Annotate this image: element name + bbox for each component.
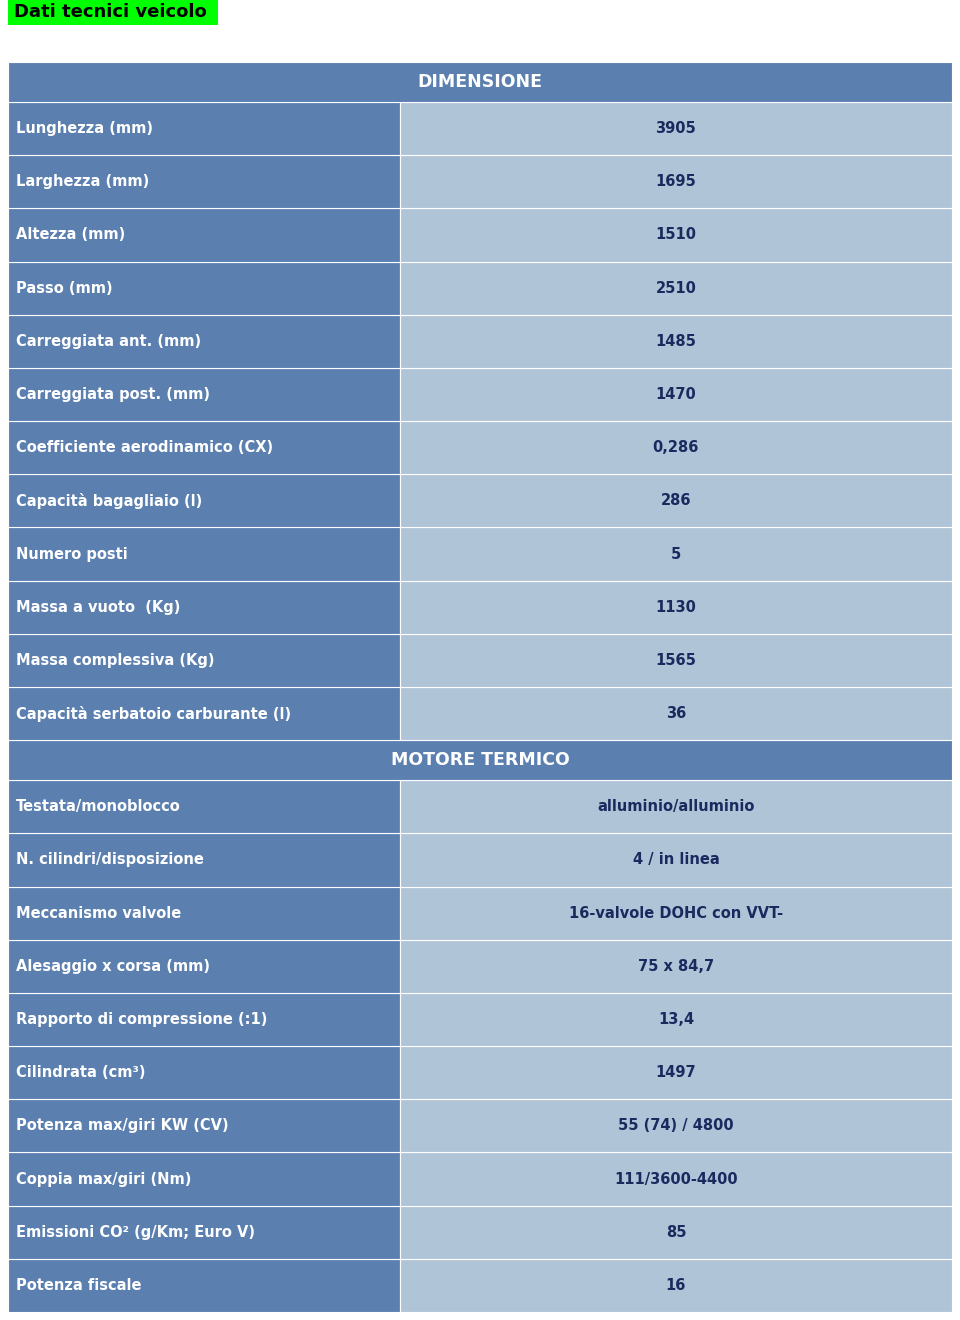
FancyBboxPatch shape <box>399 833 952 887</box>
FancyBboxPatch shape <box>8 1152 399 1205</box>
FancyBboxPatch shape <box>8 686 399 741</box>
Text: 1565: 1565 <box>656 653 696 668</box>
FancyBboxPatch shape <box>399 156 952 209</box>
Text: Rapporto di compressione (:1): Rapporto di compressione (:1) <box>16 1012 268 1027</box>
FancyBboxPatch shape <box>399 634 952 686</box>
Text: 111/3600-4400: 111/3600-4400 <box>614 1172 737 1187</box>
FancyBboxPatch shape <box>399 1152 952 1205</box>
Text: Emissioni CO² (g/Km; Euro V): Emissioni CO² (g/Km; Euro V) <box>16 1225 255 1239</box>
FancyBboxPatch shape <box>8 261 399 314</box>
Text: 4 / in linea: 4 / in linea <box>633 853 719 867</box>
FancyBboxPatch shape <box>399 368 952 421</box>
FancyBboxPatch shape <box>399 209 952 261</box>
Text: Larghezza (mm): Larghezza (mm) <box>16 174 149 189</box>
FancyBboxPatch shape <box>8 780 399 833</box>
FancyBboxPatch shape <box>8 421 399 474</box>
Text: Testata/monoblocco: Testata/monoblocco <box>16 800 180 814</box>
Text: Potenza fiscale: Potenza fiscale <box>16 1278 141 1292</box>
Text: alluminio/alluminio: alluminio/alluminio <box>597 800 755 814</box>
Text: Coppia max/giri (Nm): Coppia max/giri (Nm) <box>16 1172 191 1187</box>
Text: Alesaggio x corsa (mm): Alesaggio x corsa (mm) <box>16 958 210 974</box>
Text: 1510: 1510 <box>656 227 696 243</box>
Text: 1470: 1470 <box>656 387 696 403</box>
FancyBboxPatch shape <box>399 686 952 741</box>
FancyBboxPatch shape <box>8 368 399 421</box>
Text: Passo (mm): Passo (mm) <box>16 281 112 296</box>
FancyBboxPatch shape <box>8 1100 399 1152</box>
FancyBboxPatch shape <box>8 581 399 634</box>
Text: 1497: 1497 <box>656 1065 696 1080</box>
FancyBboxPatch shape <box>399 421 952 474</box>
Text: 16: 16 <box>665 1278 686 1292</box>
Text: Massa complessiva (Kg): Massa complessiva (Kg) <box>16 653 214 668</box>
FancyBboxPatch shape <box>8 1205 399 1259</box>
Text: 1130: 1130 <box>656 599 696 615</box>
FancyBboxPatch shape <box>399 780 952 833</box>
Text: 16-valvole DOHC con VVT-: 16-valvole DOHC con VVT- <box>569 906 783 920</box>
FancyBboxPatch shape <box>8 833 399 887</box>
FancyBboxPatch shape <box>8 887 399 940</box>
Text: Lunghezza (mm): Lunghezza (mm) <box>16 121 153 136</box>
Text: Carreggiata post. (mm): Carreggiata post. (mm) <box>16 387 210 403</box>
FancyBboxPatch shape <box>399 581 952 634</box>
Text: 55 (74) / 4800: 55 (74) / 4800 <box>618 1118 733 1134</box>
Text: Capacità serbatoio carburante (l): Capacità serbatoio carburante (l) <box>16 706 291 722</box>
FancyBboxPatch shape <box>8 1045 399 1100</box>
Text: DIMENSIONE: DIMENSIONE <box>418 73 542 91</box>
Text: 0,286: 0,286 <box>653 440 699 455</box>
Text: Cilindrata (cm³): Cilindrata (cm³) <box>16 1065 146 1080</box>
FancyBboxPatch shape <box>8 940 399 993</box>
Text: Coefficiente aerodinamico (CX): Coefficiente aerodinamico (CX) <box>16 440 274 455</box>
Text: Potenza max/giri KW (CV): Potenza max/giri KW (CV) <box>16 1118 228 1134</box>
FancyBboxPatch shape <box>399 993 952 1045</box>
FancyBboxPatch shape <box>399 1100 952 1152</box>
Text: 75 x 84,7: 75 x 84,7 <box>637 958 714 974</box>
FancyBboxPatch shape <box>399 887 952 940</box>
Text: Massa a vuoto  (Kg): Massa a vuoto (Kg) <box>16 599 180 615</box>
Text: Numero posti: Numero posti <box>16 546 128 561</box>
FancyBboxPatch shape <box>8 741 952 780</box>
FancyBboxPatch shape <box>8 1259 399 1312</box>
FancyBboxPatch shape <box>8 314 399 368</box>
Text: 1695: 1695 <box>656 174 696 189</box>
Text: 3905: 3905 <box>656 121 696 136</box>
Text: 2510: 2510 <box>656 281 696 296</box>
Text: MOTORE TERMICO: MOTORE TERMICO <box>391 751 569 770</box>
Text: Dati tecnici veicolo: Dati tecnici veicolo <box>14 3 206 21</box>
FancyBboxPatch shape <box>399 528 952 581</box>
FancyBboxPatch shape <box>8 634 399 686</box>
FancyBboxPatch shape <box>8 0 218 25</box>
FancyBboxPatch shape <box>399 102 952 156</box>
FancyBboxPatch shape <box>8 528 399 581</box>
Text: Carreggiata ant. (mm): Carreggiata ant. (mm) <box>16 334 202 348</box>
Text: Capacità bagagliaio (l): Capacità bagagliaio (l) <box>16 492 203 510</box>
FancyBboxPatch shape <box>399 1259 952 1312</box>
FancyBboxPatch shape <box>399 1205 952 1259</box>
Text: Meccanismo valvole: Meccanismo valvole <box>16 906 181 920</box>
Text: Altezza (mm): Altezza (mm) <box>16 227 125 243</box>
Text: 1485: 1485 <box>656 334 696 348</box>
FancyBboxPatch shape <box>399 474 952 528</box>
Text: 5: 5 <box>671 546 681 561</box>
FancyBboxPatch shape <box>8 993 399 1045</box>
FancyBboxPatch shape <box>8 102 399 156</box>
Text: 13,4: 13,4 <box>658 1012 694 1027</box>
FancyBboxPatch shape <box>399 1045 952 1100</box>
FancyBboxPatch shape <box>399 940 952 993</box>
FancyBboxPatch shape <box>8 62 952 102</box>
FancyBboxPatch shape <box>8 474 399 528</box>
FancyBboxPatch shape <box>8 209 399 261</box>
FancyBboxPatch shape <box>8 156 399 209</box>
Text: 85: 85 <box>665 1225 686 1239</box>
Text: 286: 286 <box>660 494 691 508</box>
Text: N. cilindri/disposizione: N. cilindri/disposizione <box>16 853 204 867</box>
FancyBboxPatch shape <box>399 261 952 314</box>
Text: 36: 36 <box>665 706 686 721</box>
FancyBboxPatch shape <box>399 314 952 368</box>
